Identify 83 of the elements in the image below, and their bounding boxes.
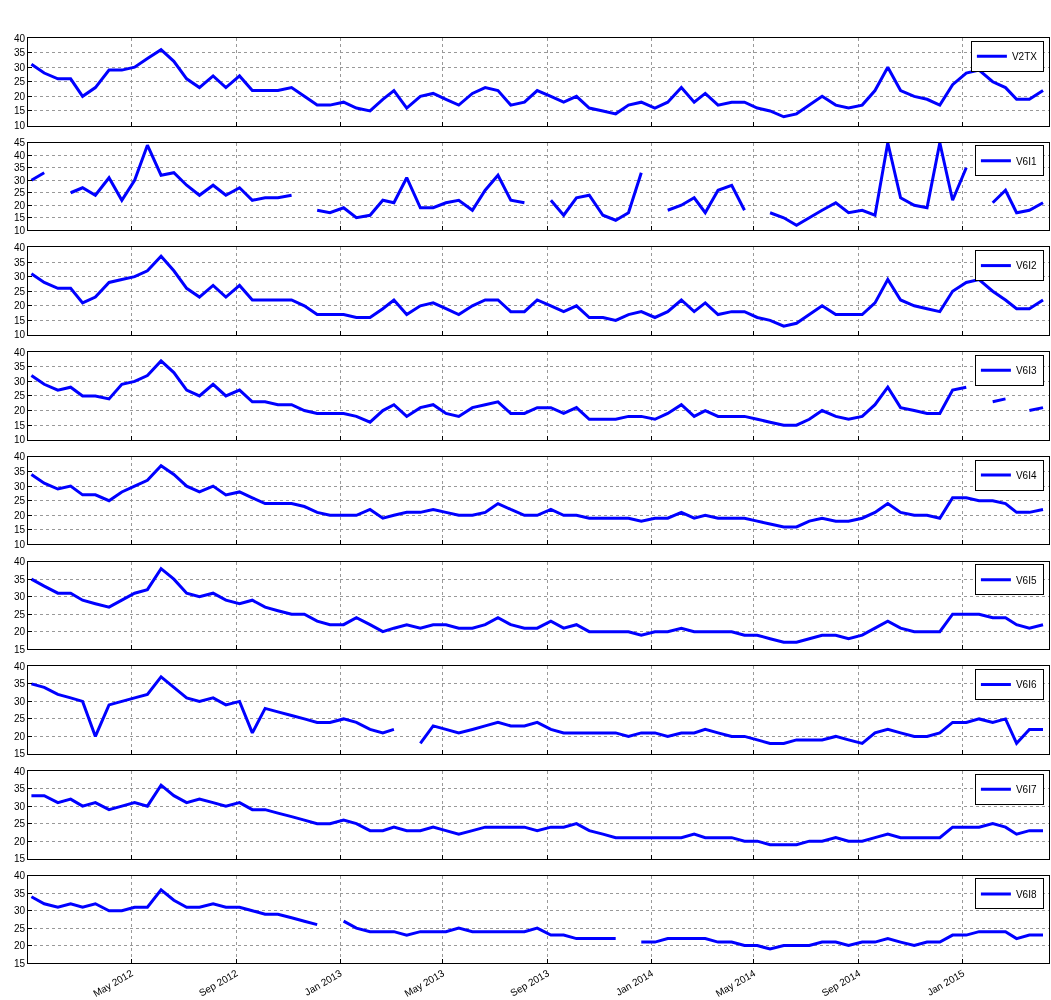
y-tick-label: 40 [13,870,26,882]
y-tick-label: 10 [13,434,26,446]
y-tick-label: 35 [13,47,26,59]
y-tick-label: 15 [13,212,26,224]
y-tick-label: 35 [13,256,26,268]
y-tick-label: 20 [13,730,26,742]
y-tick-label: 25 [13,922,26,934]
y-tick-label: 10 [13,224,26,236]
line-series [29,783,1045,847]
y-tick-label: 25 [13,76,26,88]
legend-label: V6I4 [1015,469,1037,481]
y-tick-label: 25 [13,713,26,725]
y-tick-label: 20 [13,90,26,102]
y-tick-label: 35 [13,466,26,478]
y-tick-label: 15 [13,105,26,117]
legend-label: V6I2 [1015,260,1037,272]
y-tick-label: 25 [13,818,26,830]
y-tick-label: 30 [13,591,26,603]
y-tick-label: 15 [13,524,26,536]
y-tick-label: 15 [13,957,26,969]
legend-label: V6I5 [1015,574,1037,586]
y-tick-label: 10 [13,538,26,550]
y-tick-label: 30 [13,905,26,917]
y-tick-label: 20 [13,300,26,312]
legend-label: V2TX [1011,51,1038,63]
line-series [29,48,1045,119]
y-tick-label: 20 [13,405,26,417]
legend-label: V6I3 [1015,365,1037,377]
legend-label: V6I6 [1015,679,1037,691]
y-tick-label: 30 [13,800,26,812]
y-tick-label: 30 [13,174,26,186]
x-tick-label: Jan 2014 [613,967,656,998]
y-tick-label: 25 [13,390,26,402]
y-tick-label: 35 [13,162,26,174]
y-tick-label: 30 [13,271,26,283]
y-tick-label: 30 [13,61,26,73]
y-tick-label: 40 [13,556,26,568]
y-tick-label: 15 [13,419,26,431]
y-tick-label: 40 [13,451,26,463]
legend-label: V6I8 [1015,888,1037,900]
y-tick-label: 15 [13,748,26,760]
x-tick-label: Jan 2015 [925,967,967,998]
x-tick-label: Sep 2014 [819,967,863,999]
y-tick-label: 45 [13,137,26,149]
y-tick-label: 35 [13,573,26,585]
legend-label: V6I7 [1015,784,1037,796]
y-tick-label: 20 [13,509,26,521]
y-tick-label: 15 [13,853,26,865]
y-tick-label: 40 [13,765,26,777]
line-series [29,464,1045,529]
y-tick-label: 20 [13,626,26,638]
y-tick-label: 20 [13,835,26,847]
y-tick-label: 35 [13,887,26,899]
y-tick-label: 35 [13,678,26,690]
x-tick-label: May 2012 [91,967,136,1000]
y-tick-label: 40 [13,241,26,253]
y-tick-label: 35 [13,783,26,795]
y-tick-label: 35 [13,361,26,373]
x-tick-label: May 2013 [402,967,447,1000]
line-series [29,567,1045,644]
y-tick-label: 40 [13,660,26,672]
x-tick-label: May 2014 [713,967,758,1000]
y-tick-label: 20 [13,940,26,952]
y-tick-label: 40 [13,32,26,44]
x-tick-label: Sep 2012 [197,967,240,999]
y-tick-label: 30 [13,375,26,387]
x-tick-label: Jan 2013 [302,967,345,998]
y-tick-label: 20 [13,199,26,211]
y-tick-label: 25 [13,495,26,507]
x-tick-label: Sep 2013 [508,967,552,999]
legend-label: V6I1 [1015,155,1037,167]
line-series [29,254,1045,328]
y-tick-label: 10 [13,329,26,341]
y-tick-label: 25 [13,285,26,297]
y-tick-label: 40 [13,149,26,161]
y-tick-label: 25 [13,187,26,199]
y-tick-label: 25 [13,608,26,620]
y-tick-label: 15 [13,314,26,326]
y-tick-label: 30 [13,695,26,707]
y-tick-label: 40 [13,346,26,358]
y-tick-label: 10 [13,120,26,132]
y-tick-label: 30 [13,480,26,492]
y-tick-label: 15 [13,643,26,655]
